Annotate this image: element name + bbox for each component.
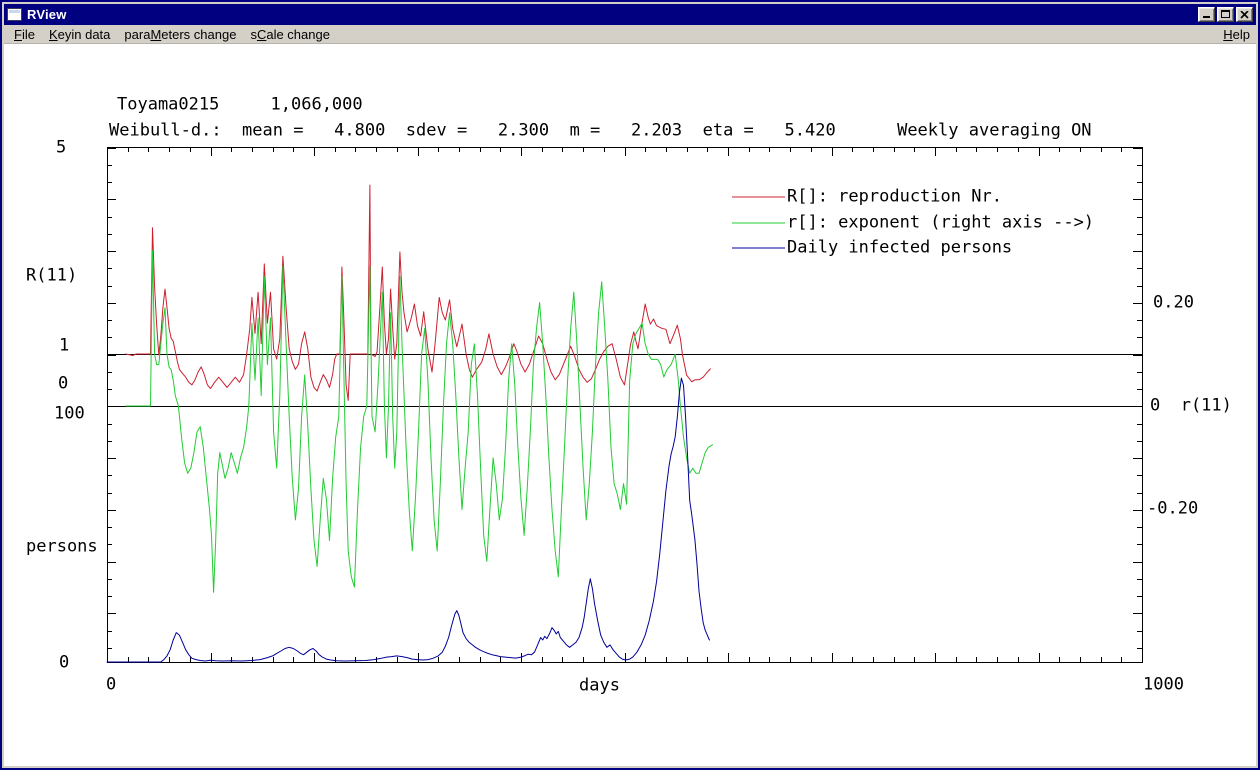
legend-label-exponent: r[]: exponent (right axis -->) <box>787 215 1094 232</box>
right-axis-zero-and-name: 0 r(11) <box>1150 398 1232 415</box>
left-axis-name: R(11) <box>26 268 77 285</box>
legend-label-daily-infected: Daily infected persons <box>787 240 1012 257</box>
rview-window: RView FileKeyin dataparaMeters changesCa… <box>0 0 1260 770</box>
persons-axis-zero-label: 0 <box>59 655 69 672</box>
series-line-R <box>126 185 711 400</box>
x-axis-name: days <box>579 678 620 695</box>
x-axis-end-label: 1000 <box>1143 677 1184 694</box>
right-axis-bottom-tick-label: -0.20 <box>1147 501 1198 518</box>
series-line-persons <box>107 378 709 662</box>
chart-area: Toyama0215 1,066,000 Weibull-d.: mean = … <box>2 2 1260 770</box>
chart-canvas <box>2 2 1260 770</box>
legend-label-reproduction-number: R[]: reproduction Nr. <box>787 189 1002 206</box>
left-axis-one-label: 1 <box>59 338 69 355</box>
persons-axis-name: persons <box>26 539 98 556</box>
left-axis-zero-label: 0 <box>58 376 68 393</box>
persons-axis-100-label: 100 <box>54 406 85 423</box>
series-line-r <box>126 251 713 593</box>
dataset-title: Toyama0215 1,066,000 <box>117 97 363 114</box>
x-axis-start-label: 0 <box>106 677 116 694</box>
left-axis-top-tick-label: 5 <box>56 140 66 157</box>
weibull-parameters-line: Weibull-d.: mean = 4.800 sdev = 2.300 m … <box>109 123 1092 140</box>
right-axis-top-tick-label: 0.20 <box>1153 295 1194 312</box>
